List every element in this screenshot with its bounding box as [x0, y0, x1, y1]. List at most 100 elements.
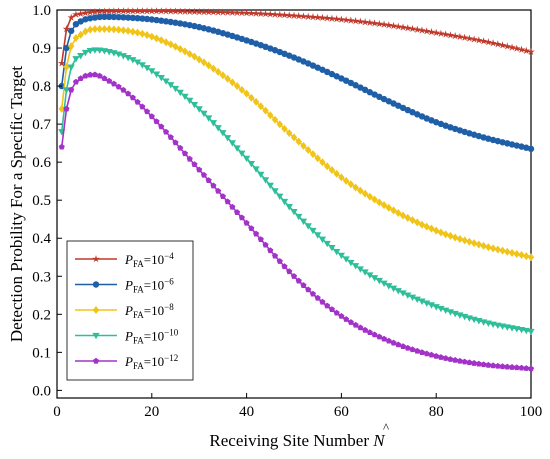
data-point [347, 319, 354, 325]
y-tick-label: 0.5 [32, 193, 51, 209]
data-point [177, 44, 184, 53]
data-point [332, 15, 341, 23]
data-point [200, 58, 208, 67]
y-tick-label: 0.2 [32, 307, 51, 323]
data-point [214, 67, 222, 76]
data-point [347, 16, 355, 24]
data-point [185, 7, 194, 15]
data-point [205, 177, 212, 184]
data-point [485, 243, 492, 252]
data-point [262, 241, 269, 248]
data-point [309, 13, 317, 21]
data-point [138, 7, 147, 15]
data-point [323, 14, 331, 22]
data-point [153, 118, 160, 125]
data-point [418, 26, 426, 34]
axes: 0 20 40 60 80 100 0.0 0.1 0.2 0.3 0.4 0.5 0.6 0.7 0.8 0… [32, 3, 542, 420]
data-point [442, 307, 450, 315]
data-point [314, 154, 321, 163]
data-point [517, 45, 526, 53]
data-point [309, 290, 317, 297]
data-point [247, 160, 255, 168]
data-point [271, 10, 279, 18]
data-point [527, 365, 535, 372]
data-point [204, 8, 213, 16]
data-point [181, 21, 189, 28]
data-point [527, 253, 535, 262]
series-line [60, 28, 532, 259]
data-point [162, 128, 170, 135]
data-point [72, 78, 80, 85]
data-point [200, 171, 207, 178]
data-point [252, 166, 260, 173]
data-point [86, 15, 94, 22]
data-point [384, 21, 393, 29]
data-point [166, 7, 175, 15]
y-tick-label: 0.6 [32, 155, 51, 171]
data-point [257, 102, 265, 111]
data-point [224, 74, 231, 83]
data-point [110, 13, 118, 21]
x-tick-label: 20 [144, 404, 159, 420]
data-point [456, 234, 464, 243]
data-point [82, 72, 89, 79]
legend-entry: PFA=10−10 [75, 328, 179, 346]
data-point [228, 8, 237, 16]
data-point [124, 54, 132, 62]
data-point [390, 206, 397, 215]
data-point [138, 62, 146, 69]
data-point [77, 53, 85, 60]
data-point [57, 59, 66, 67]
data-point [356, 17, 365, 25]
data-point [371, 331, 378, 338]
data-point [513, 249, 520, 258]
data-point [233, 82, 241, 91]
data-point [195, 106, 203, 113]
data-point [389, 21, 398, 30]
data-point [134, 98, 141, 105]
data-point [186, 97, 194, 105]
data-point [370, 275, 379, 282]
data-point [442, 230, 449, 239]
data-point [304, 223, 312, 230]
y-tick-label: 0.7 [32, 117, 51, 133]
data-point [105, 13, 113, 21]
data-point [318, 236, 327, 244]
data-point [452, 356, 459, 363]
data-point [129, 7, 137, 15]
data-point [252, 9, 260, 17]
data-point [480, 361, 487, 368]
data-point [427, 28, 436, 36]
data-point [276, 120, 283, 129]
x-tick-label: 100 [520, 404, 543, 420]
data-point [62, 25, 71, 33]
data-point [119, 7, 128, 15]
data-point [114, 7, 123, 15]
data-point [68, 86, 75, 93]
data-point [233, 8, 241, 16]
data-point [480, 241, 487, 250]
plot-area [57, 7, 535, 372]
data-point [152, 7, 161, 15]
data-point [247, 9, 256, 17]
data-point [399, 343, 407, 350]
y-tick-label: 0.1 [32, 345, 51, 361]
data-point [223, 8, 232, 16]
data-point [399, 211, 407, 220]
y-tick-label: 0.0 [32, 383, 51, 399]
data-point [210, 182, 217, 189]
data-point [125, 90, 132, 97]
data-point [295, 213, 303, 221]
data-point [485, 361, 492, 368]
data-point [305, 286, 312, 293]
y-tick-label: 0.9 [32, 41, 51, 57]
data-point [257, 171, 265, 179]
legend-marker [92, 281, 100, 288]
data-point [257, 236, 264, 243]
data-point [342, 176, 350, 185]
data-point [243, 219, 250, 226]
data-point [441, 30, 450, 38]
data-point [466, 359, 473, 366]
data-point [238, 8, 246, 17]
data-point [314, 232, 322, 239]
